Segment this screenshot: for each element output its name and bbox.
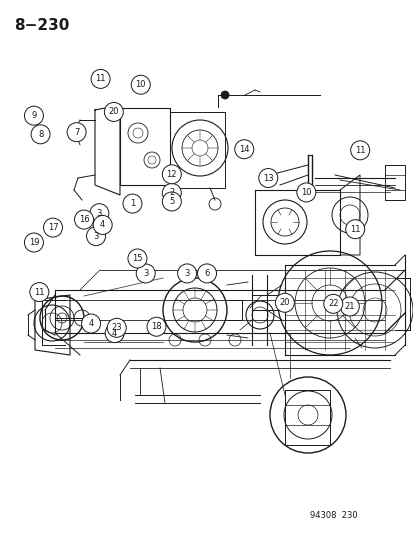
- Circle shape: [81, 314, 100, 333]
- Text: 4: 4: [112, 329, 117, 337]
- Circle shape: [105, 324, 124, 343]
- Circle shape: [74, 210, 93, 229]
- Circle shape: [162, 165, 181, 184]
- Text: 18: 18: [151, 322, 161, 331]
- Circle shape: [123, 194, 142, 213]
- Circle shape: [177, 264, 196, 283]
- Text: 4: 4: [100, 221, 105, 229]
- Text: 3: 3: [143, 269, 148, 278]
- Text: 2: 2: [169, 189, 174, 197]
- Circle shape: [24, 106, 43, 125]
- Text: 10: 10: [135, 80, 146, 89]
- Circle shape: [107, 318, 126, 337]
- Text: 20: 20: [108, 108, 119, 116]
- Text: 3: 3: [97, 209, 102, 217]
- Circle shape: [136, 264, 155, 283]
- Circle shape: [86, 227, 105, 246]
- Text: 3: 3: [93, 232, 98, 240]
- Circle shape: [345, 220, 364, 239]
- Circle shape: [131, 75, 150, 94]
- Circle shape: [128, 249, 147, 268]
- Text: 20: 20: [279, 298, 290, 307]
- Text: 4: 4: [88, 319, 93, 328]
- Text: 94308  230: 94308 230: [309, 511, 357, 520]
- Circle shape: [147, 317, 166, 336]
- Text: 8−230: 8−230: [14, 18, 69, 33]
- Circle shape: [323, 294, 342, 313]
- Circle shape: [91, 69, 110, 88]
- Circle shape: [350, 141, 369, 160]
- Circle shape: [93, 215, 112, 235]
- Text: 23: 23: [111, 324, 122, 332]
- Circle shape: [296, 183, 315, 202]
- Text: 22: 22: [327, 300, 338, 308]
- Text: 5: 5: [169, 197, 174, 206]
- Text: 6: 6: [204, 269, 209, 278]
- Text: 19: 19: [28, 238, 39, 247]
- Circle shape: [221, 91, 228, 99]
- Text: 12: 12: [166, 170, 177, 179]
- Text: 11: 11: [95, 75, 106, 83]
- Circle shape: [43, 218, 62, 237]
- Circle shape: [162, 192, 181, 211]
- Circle shape: [339, 297, 358, 316]
- Text: 11: 11: [354, 146, 365, 155]
- Text: 1: 1: [130, 199, 135, 208]
- Text: 14: 14: [238, 145, 249, 154]
- Circle shape: [30, 282, 49, 302]
- Text: 17: 17: [47, 223, 58, 232]
- Circle shape: [234, 140, 253, 159]
- Text: 16: 16: [78, 215, 89, 224]
- Text: 7: 7: [74, 128, 79, 136]
- Circle shape: [258, 168, 277, 188]
- Text: 21: 21: [344, 302, 354, 311]
- Text: 3: 3: [184, 269, 189, 278]
- Text: 15: 15: [132, 254, 142, 263]
- Circle shape: [104, 102, 123, 122]
- Text: 8: 8: [38, 130, 43, 139]
- Circle shape: [162, 183, 181, 203]
- Text: 13: 13: [262, 174, 273, 182]
- Circle shape: [197, 264, 216, 283]
- Text: 11: 11: [349, 225, 360, 233]
- Circle shape: [67, 123, 86, 142]
- Circle shape: [31, 125, 50, 144]
- Text: 9: 9: [31, 111, 36, 120]
- Text: 10: 10: [300, 188, 311, 197]
- Circle shape: [90, 204, 109, 223]
- Circle shape: [24, 233, 43, 252]
- Text: 11: 11: [34, 288, 45, 296]
- Circle shape: [275, 293, 294, 312]
